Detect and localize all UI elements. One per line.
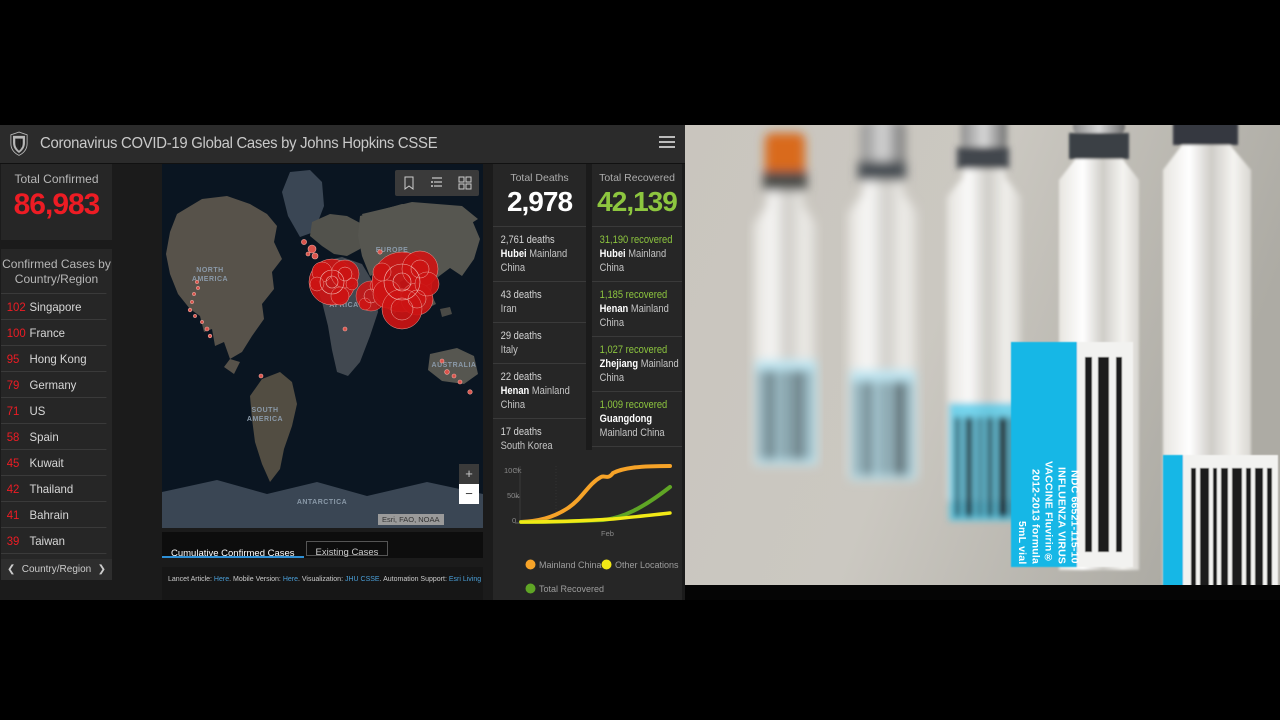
svg-text:ANTARCTICA: ANTARCTICA: [297, 499, 347, 506]
svg-text:AMERICA: AMERICA: [247, 416, 283, 423]
svg-text:Feb: Feb: [601, 529, 614, 538]
svg-text:0: 0: [512, 516, 516, 525]
svg-text:50k: 50k: [507, 491, 519, 500]
svg-text:SOUTH: SOUTH: [252, 407, 279, 414]
svg-text:10Ck: 10Ck: [504, 466, 522, 475]
svg-text:NORTH: NORTH: [196, 267, 223, 274]
svg-text:AUSTRALIA: AUSTRALIA: [432, 362, 477, 369]
